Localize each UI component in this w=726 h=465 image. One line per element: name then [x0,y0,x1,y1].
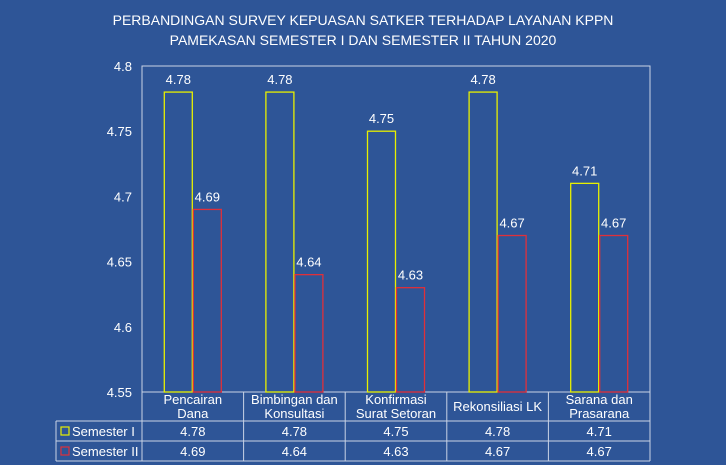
category-label: Konsultasi [264,406,324,421]
chart-title-line: PERBANDINGAN SURVEY KEPUASAN SATKER TERH… [113,12,614,28]
legend-key-semester-2 [60,446,70,456]
series-name: Semester II [72,444,138,459]
data-label: 4.78 [267,72,292,87]
series-name: Semester I [72,424,135,439]
table-cell: 4.64 [282,444,307,459]
category-label: Rekonsiliasi LK [453,399,542,414]
table-cell: 4.78 [180,424,205,439]
table-cell: 4.71 [587,424,612,439]
category-label: Surat Setoran [356,406,436,421]
bar-semester-2 [497,234,527,393]
data-labels: 4.78 4.78 4.75 4.78 4.71 4.69 4.64 4.63 4.67 4.67 [166,72,627,283]
y-tick-label: 4.75 [107,124,132,139]
category-label: Sarana dan [566,392,633,407]
bar-semester-2 [395,287,426,393]
data-label: 4.69 [195,189,220,204]
data-label: 4.63 [398,268,423,283]
bar-semester-1 [570,182,600,393]
y-tick-label: 4.55 [107,385,132,400]
table-cell: 4.78 [282,424,307,439]
y-axis: 4.8 4.75 4.7 4.65 4.6 4.55 [107,59,132,400]
bar-semester-1 [468,91,498,393]
bars [163,91,629,393]
table-cell: 4.78 [485,424,510,439]
data-label: 4.78 [470,72,495,87]
data-label: 4.78 [166,72,191,87]
bar-semester-1 [163,91,193,393]
data-label: 4.67 [601,216,626,231]
table-cell: 4.67 [587,444,612,459]
category-label: Konfirmasi [365,392,427,407]
bar-semester-2 [192,208,222,393]
y-tick-label: 4.65 [107,255,132,270]
table-cell: 4.67 [485,444,510,459]
data-label: 4.75 [369,111,394,126]
table-cell: 4.69 [180,444,205,459]
bar-semester-2 [599,234,629,393]
y-tick-label: 4.7 [114,189,132,204]
y-tick-label: 4.8 [114,59,132,74]
data-label: 4.71 [572,163,597,178]
category-label: Prasarana [569,406,630,421]
data-label: 4.67 [499,216,524,231]
table-cell: 4.75 [383,424,408,439]
bar-semester-1 [366,130,397,393]
bar-semester-2 [294,273,324,393]
chart-title-line: PAMEKASAN SEMESTER I DAN SEMESTER II TAH… [170,32,557,48]
bar-semester-1 [265,91,295,393]
legend-key-semester-1 [60,426,70,436]
chart-title: PERBANDINGAN SURVEY KEPUASAN SATKER TERH… [113,12,614,48]
category-label: Bimbingan dan [251,392,338,407]
data-label: 4.64 [296,255,321,270]
category-label: Pencairan [164,392,223,407]
table-cell: 4.63 [383,444,408,459]
y-tick-label: 4.6 [114,320,132,335]
category-label: Dana [177,406,209,421]
